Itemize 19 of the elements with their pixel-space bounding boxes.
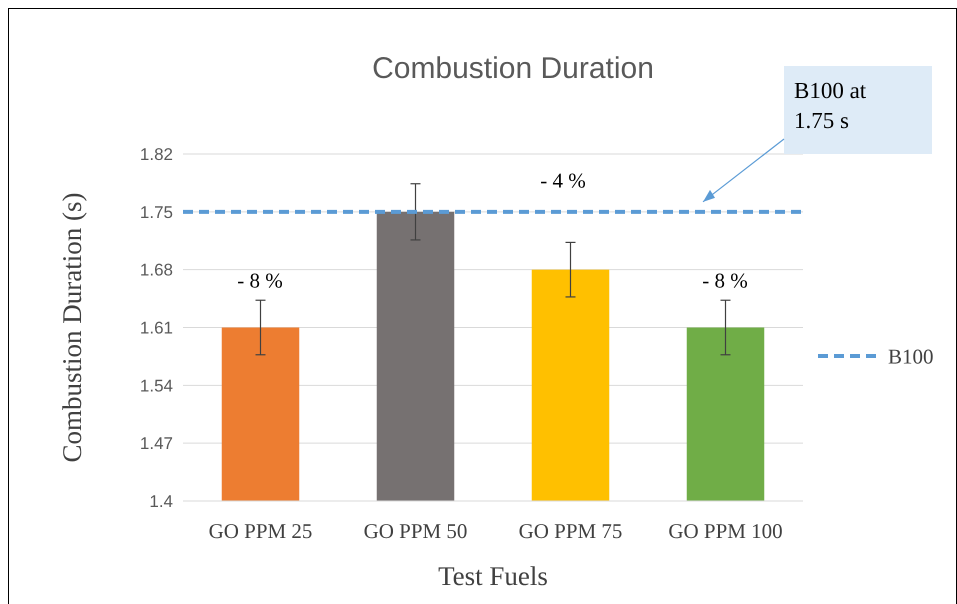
y-tick-label: 1.4 bbox=[149, 492, 173, 511]
annotation: - 4 % bbox=[540, 168, 586, 192]
annotation: - 8 % bbox=[237, 268, 283, 292]
x-tick-label: GO PPM 50 bbox=[364, 519, 468, 543]
y-axis-title: Combustion Duration (s) bbox=[57, 192, 87, 462]
legend-label: B100 bbox=[888, 344, 934, 368]
y-tick-label: 1.61 bbox=[140, 318, 173, 338]
y-tick-label: 1.54 bbox=[140, 376, 173, 396]
x-axis-title: Test Fuels bbox=[438, 561, 548, 591]
y-tick-label: 1.47 bbox=[140, 434, 173, 454]
y-tick-label: 1.82 bbox=[140, 144, 173, 164]
text: B100 at 1.75 s bbox=[794, 78, 867, 133]
y-tick-label: 1.68 bbox=[140, 260, 173, 280]
x-tick-label: GO PPM 25 bbox=[208, 519, 312, 543]
annotation: - 8 % bbox=[702, 268, 748, 292]
y-tick-label: 1.75 bbox=[140, 202, 173, 222]
chart-title: Combustion Duration bbox=[372, 52, 654, 85]
x-tick-label: GO PPM 100 bbox=[668, 519, 783, 543]
x-tick-label: GO PPM 75 bbox=[518, 519, 622, 543]
